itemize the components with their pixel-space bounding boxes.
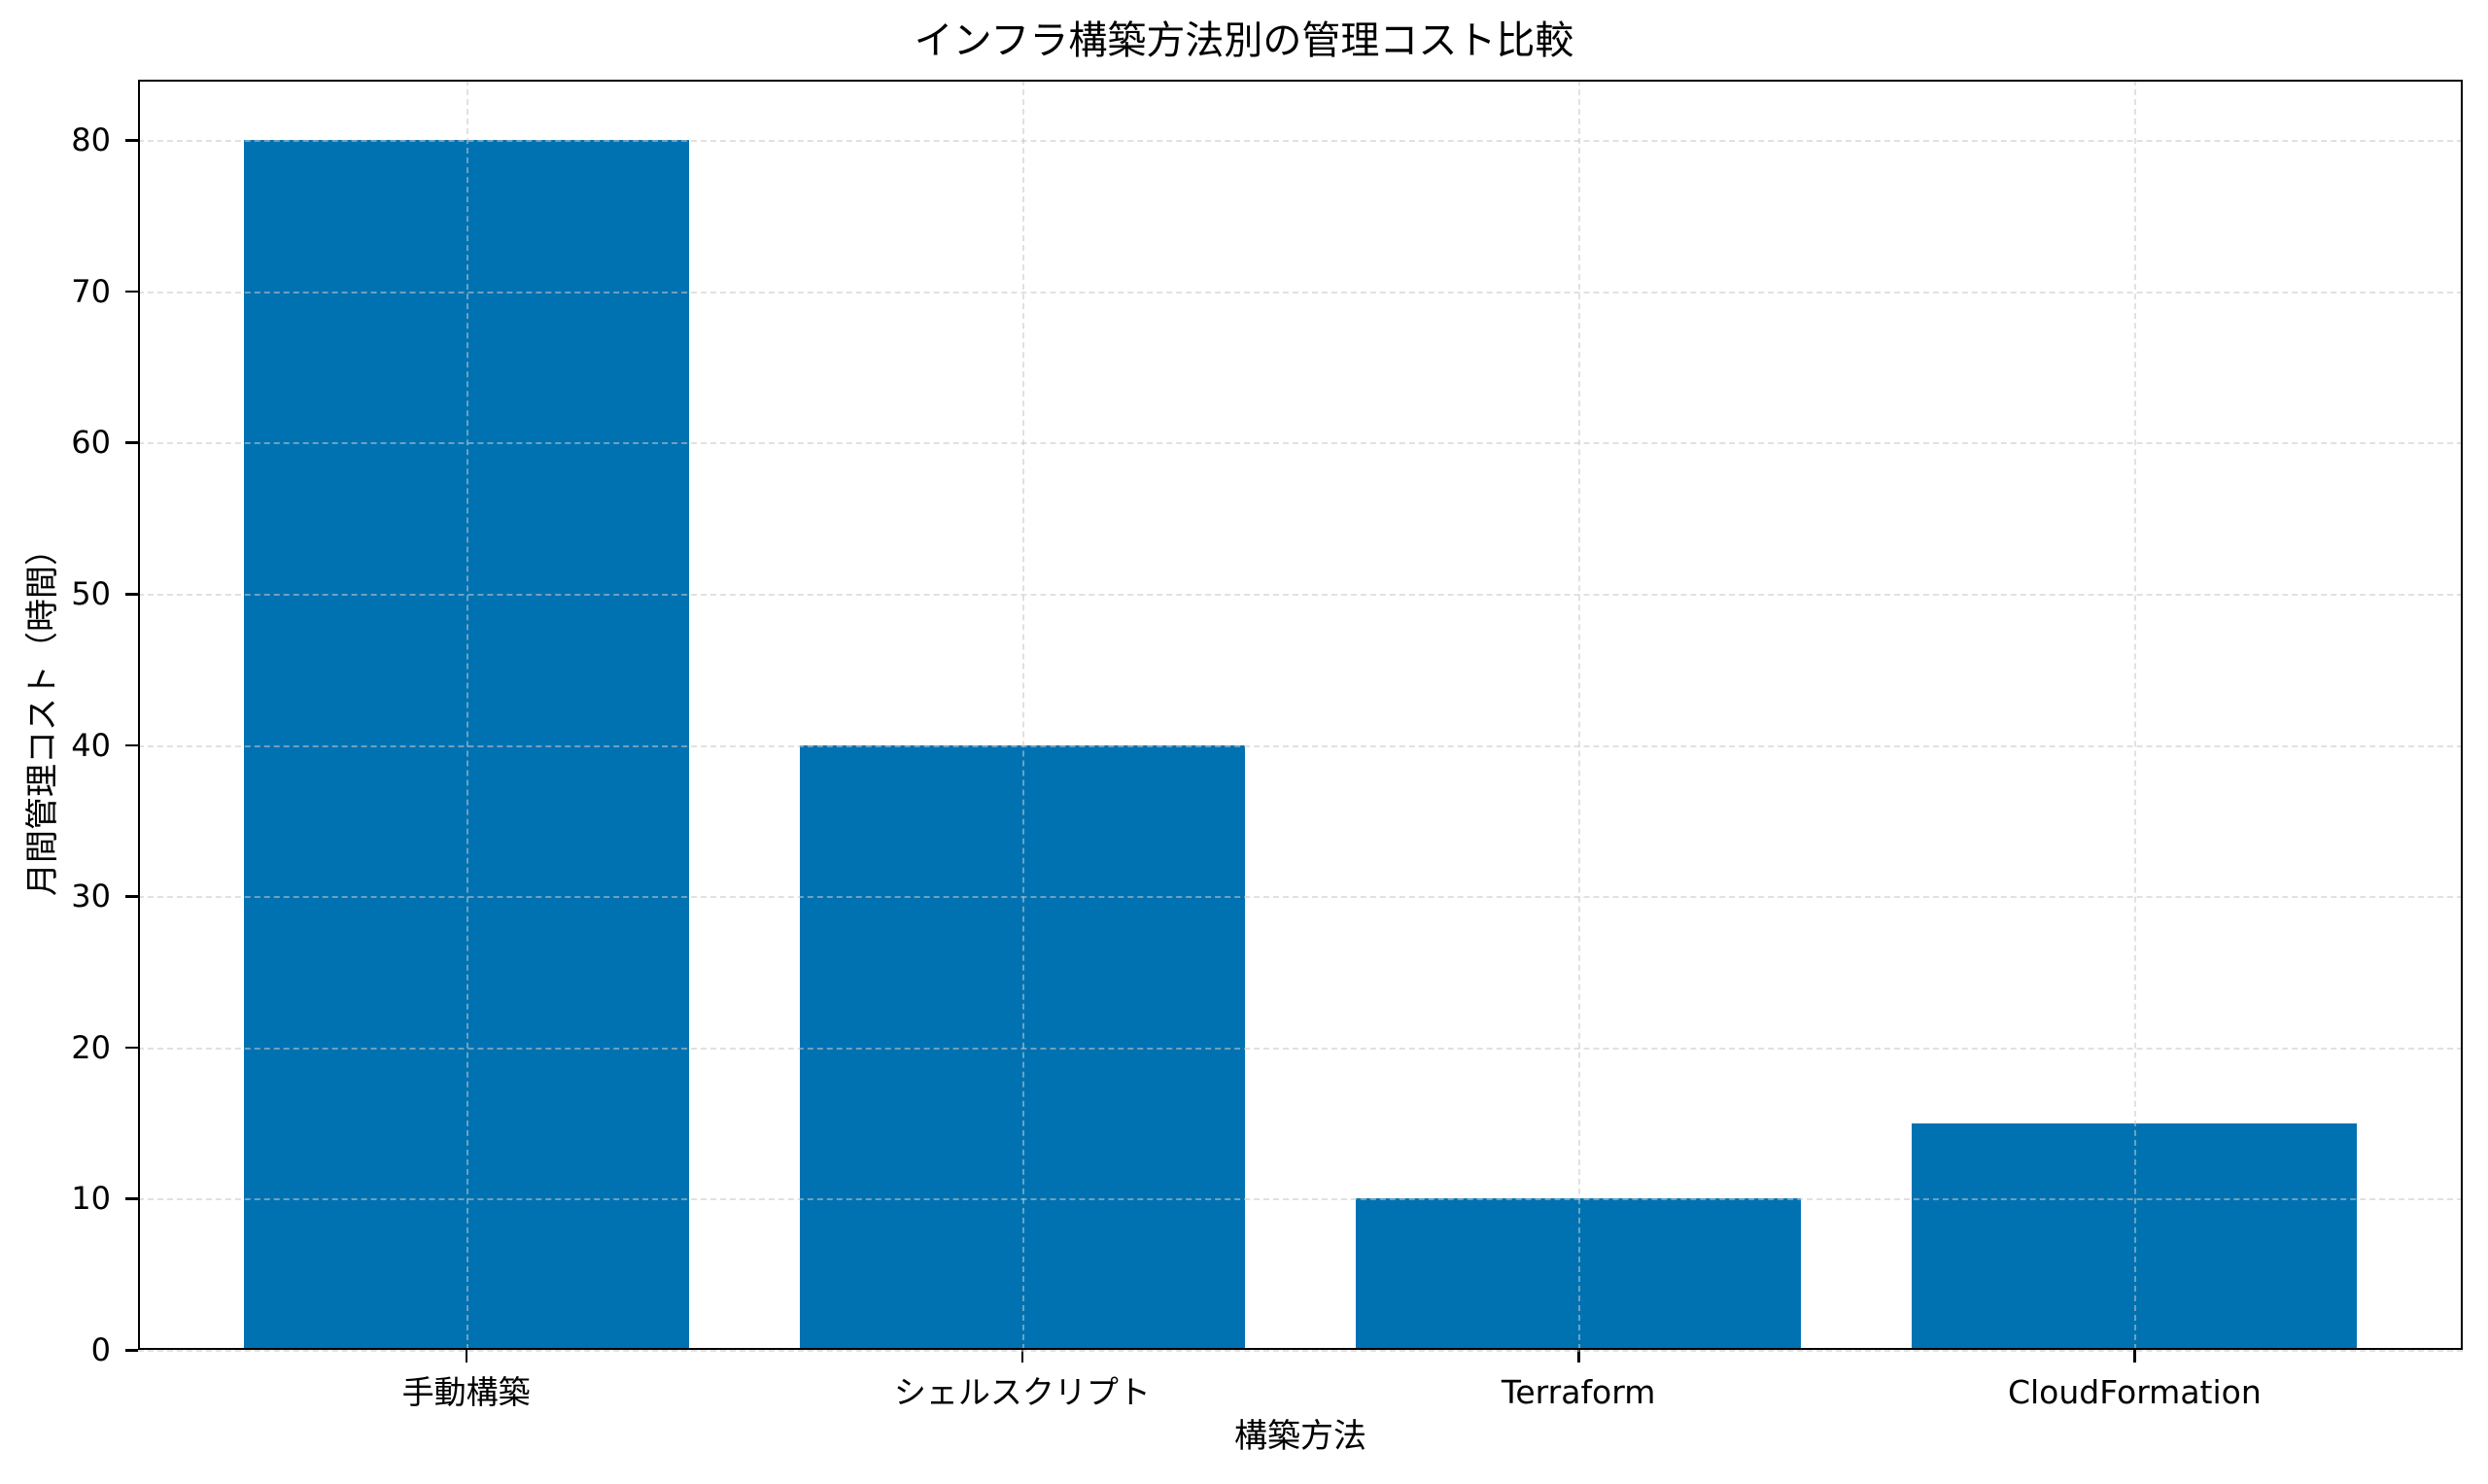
y-tick-mark xyxy=(125,743,138,747)
h-gridline xyxy=(138,1198,2463,1201)
x-tick-label: シェルスクリプト xyxy=(893,1373,1151,1411)
y-tick-label: 60 xyxy=(71,424,111,462)
y-axis-label: 月間管理コスト（時間） xyxy=(23,533,62,896)
chart-title: インフラ構築方法別の管理コスト比較 xyxy=(914,18,1574,63)
y-tick-label: 30 xyxy=(71,878,111,915)
h-gridline xyxy=(138,140,2463,143)
h-gridline xyxy=(138,442,2463,445)
y-tick-mark xyxy=(125,1046,138,1050)
h-gridline xyxy=(138,1047,2463,1050)
x-tick-mark xyxy=(1577,1350,1580,1363)
y-tick-mark xyxy=(125,139,138,142)
x-axis-label: 構築方法 xyxy=(1234,1417,1366,1456)
h-gridline xyxy=(138,744,2463,747)
y-tick-label: 0 xyxy=(90,1331,111,1368)
x-tick-mark xyxy=(465,1350,468,1363)
x-tick-mark xyxy=(2133,1350,2136,1363)
y-tick-mark xyxy=(125,290,138,293)
y-tick-mark xyxy=(125,1349,138,1352)
v-gridline xyxy=(1578,80,1581,1350)
v-gridline xyxy=(466,80,468,1350)
y-tick-mark xyxy=(125,593,138,596)
y-tick-mark xyxy=(125,1197,138,1200)
x-tick-label: Terraform xyxy=(1501,1373,1656,1411)
plot-area: 0 10 20 30 40 50 60 70 80 手動構築 シェルスクリプト Terraform C… xyxy=(71,80,2463,1411)
y-tick-mark xyxy=(125,441,138,444)
x-tick-label: 手動構築 xyxy=(401,1373,531,1411)
x-tick-label: CloudFormation xyxy=(2007,1373,2262,1411)
y-tick-label: 20 xyxy=(71,1028,111,1066)
v-gridline xyxy=(2134,80,2137,1350)
y-tick-label: 10 xyxy=(71,1180,111,1218)
h-gridline xyxy=(138,291,2463,293)
y-tick-mark xyxy=(125,895,138,898)
x-tick-mark xyxy=(1020,1350,1024,1363)
h-gridline xyxy=(138,1350,2463,1352)
y-tick-label: 40 xyxy=(71,726,111,764)
y-tick-label: 80 xyxy=(71,121,111,159)
h-gridline xyxy=(138,594,2463,597)
y-tick-label: 50 xyxy=(71,575,111,613)
v-gridline xyxy=(1021,80,1024,1350)
y-tick-label: 70 xyxy=(71,272,111,310)
h-gridline xyxy=(138,896,2463,899)
